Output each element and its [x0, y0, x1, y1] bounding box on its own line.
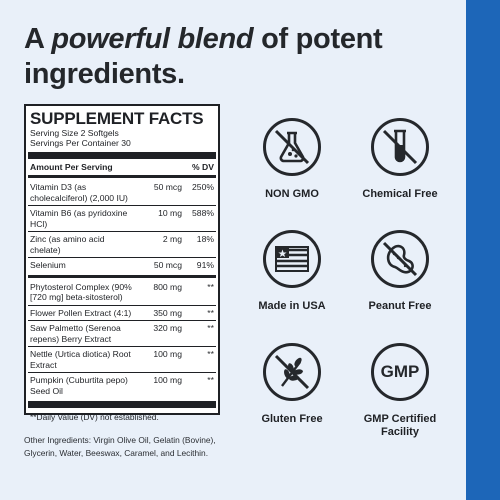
headline: A powerful blend of potent ingredients. [24, 22, 464, 92]
facts-row: Flower Pollen Extract (4:1) 350 mg ** [30, 306, 214, 321]
facts-row: Pumpkin (Cuburtita pepo) Seed Oil 100 mg… [30, 373, 214, 398]
ingredient-dv: 588% [192, 208, 214, 219]
facts-row: Phytosterol Complex (90% [720 mg] beta-s… [30, 280, 214, 305]
headline-part1: A [24, 23, 52, 55]
facts-divider-thin [28, 304, 216, 306]
ingredient-dv: ** [207, 323, 214, 334]
facts-row: Vitamin D3 (as cholecalciferol) (2,000 I… [30, 180, 214, 205]
facts-divider-thin [28, 372, 216, 374]
facts-divider-thick [28, 401, 216, 409]
gmp-icon: GMP [371, 343, 429, 401]
ingredient-name: Nettle (Urtica diotica) Root Extract [30, 349, 131, 370]
side-accent-stripe [466, 0, 500, 500]
ingredient-amount: 800 mg [153, 281, 182, 292]
headline-emphasis: powerful blend [51, 23, 254, 55]
facts-divider-thin [28, 205, 216, 207]
gmp-icon-text: GMP [380, 362, 420, 381]
header-dv: % DV [192, 161, 214, 172]
facts-divider-thin [28, 320, 216, 322]
facts-header-row: Amount Per Serving % DV [30, 161, 214, 174]
facts-divider-thick [28, 151, 216, 159]
ingredient-dv: ** [207, 307, 214, 318]
facts-row: Saw Palmetto (Serenoa repens) Berry Extr… [30, 321, 214, 346]
ingredient-name: Vitamin D3 (as cholecalciferol) (2,000 I… [30, 182, 128, 203]
badge-gluten-free: Gluten Free [237, 343, 347, 426]
ingredient-amount: 10 mg [158, 208, 182, 219]
ingredient-dv: ** [207, 375, 214, 386]
ingredient-dv: 250% [192, 182, 214, 193]
header-amount: Amount Per Serving [30, 161, 113, 172]
badge-label: NON GMO [265, 188, 319, 200]
badge-label: Gluten Free [261, 413, 323, 425]
ingredient-dv: ** [207, 281, 214, 292]
facts-row: Vitamin B6 (as pyridoxine HCl) 10 mg 588… [30, 206, 214, 231]
ingredient-amount: 2 mg [162, 234, 182, 245]
flask-crossed-icon [263, 118, 321, 176]
serving-size: Serving Size 2 Softgels [30, 128, 119, 138]
facts-divider-medium [28, 175, 216, 179]
facts-divider-thin [28, 257, 216, 259]
badge-label: Chemical Free [362, 188, 438, 200]
other-ingredients: Other Ingredients: Virgin Olive Oil, Gel… [24, 435, 216, 458]
facts-divider-medium [28, 274, 216, 278]
test-tube-crossed-icon [371, 118, 429, 176]
badge-peanut-free: Peanut Free [345, 230, 455, 313]
badge-non-gmo: NON GMO [237, 118, 347, 201]
supplement-facts-panel: SUPPLEMENT FACTS Serving Size 2 Softgels… [24, 104, 220, 422]
ingredient-amount: 100 mg [153, 349, 182, 360]
ingredient-name: Selenium [30, 260, 66, 271]
badge-gmp-certified: GMP GMP Certified Facility [345, 343, 455, 439]
headline-part2: of potent ingredients. [24, 23, 383, 90]
facts-footnote: **Daily Value (DV) not established. [30, 412, 159, 423]
badge-made-in-usa: Made in USA [237, 230, 347, 313]
ingredient-amount: 50 mcg [153, 260, 182, 271]
ingredient-amount: 320 mg [153, 323, 182, 334]
ingredient-dv: 91% [196, 260, 214, 271]
ingredient-dv: 18% [196, 234, 214, 245]
badge-label: Peanut Free [368, 300, 432, 312]
ingredient-name: Vitamin B6 (as pyridoxine HCl) [30, 208, 128, 229]
badge-chemical-free: Chemical Free [345, 118, 455, 201]
ingredient-name: Pumpkin (Cuburtita pepo) Seed Oil [30, 375, 128, 396]
servings-per-container: Servings Per Container 30 [30, 138, 131, 149]
facts-row: Zinc (as amino acid chelate) 2 mg 18% [30, 232, 214, 257]
facts-divider-thin [28, 346, 216, 348]
ingredient-amount: 350 mg [153, 307, 182, 318]
badge-label: Made in USA [258, 300, 326, 312]
peanut-crossed-icon [371, 230, 429, 288]
ingredient-name: Zinc (as amino acid chelate) [30, 234, 105, 255]
wheat-crossed-icon [263, 343, 321, 401]
ingredient-dv: ** [207, 349, 214, 360]
ingredient-name: Phytosterol Complex (90% [720 mg] beta-s… [30, 281, 132, 303]
us-flag-icon [263, 230, 321, 288]
facts-title: SUPPLEMENT FACTS [30, 109, 204, 128]
ingredient-name: Flower Pollen Extract (4:1) [30, 307, 132, 318]
facts-row: Nettle (Urtica diotica) Root Extract 100… [30, 347, 214, 372]
facts-row: Selenium 50 mcg 91% [30, 258, 214, 273]
badge-label: GMP Certified Facility [363, 413, 437, 438]
facts-divider-thin [28, 231, 216, 233]
ingredient-amount: 100 mg [153, 375, 182, 386]
ingredient-amount: 50 mcg [153, 182, 182, 193]
ingredient-name: Saw Palmetto (Serenoa repens) Berry Extr… [30, 323, 121, 344]
